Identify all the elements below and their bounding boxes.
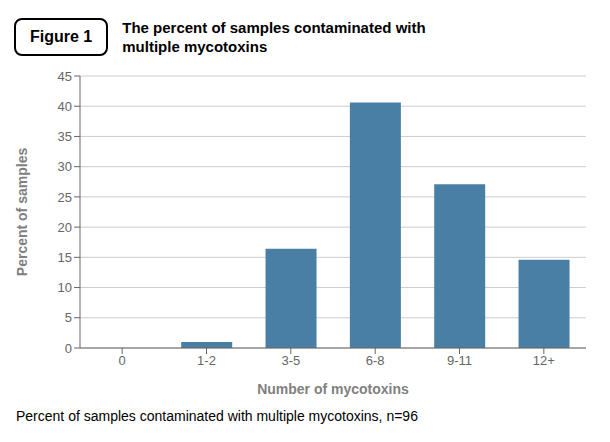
html-text:Figure 1: Figure 1 [30, 28, 93, 45]
svg-text:5: 5 [65, 310, 72, 325]
html-text:Percent of samples contaminate: Percent of samples contaminated with mul… [16, 408, 418, 424]
svg-text:40: 40 [58, 99, 72, 114]
html-text:The percent of samples contami: The percent of samples contaminated with… [122, 18, 426, 55]
svg-text:30: 30 [58, 159, 72, 174]
svg-text:9-11: 9-11 [447, 353, 472, 368]
svg-text:3-5: 3-5 [281, 353, 300, 368]
svg-text:10: 10 [58, 280, 72, 295]
svg-text:Number of mycotoxins: Number of mycotoxins [257, 381, 409, 397]
svg-text:25: 25 [58, 190, 72, 205]
svg-text:12+: 12+ [533, 353, 555, 368]
svg-text:35: 35 [58, 129, 72, 144]
svg-text:0: 0 [119, 353, 126, 368]
svg-text:45: 45 [58, 69, 72, 84]
svg-text:6-8: 6-8 [366, 353, 385, 368]
svg-text:20: 20 [58, 220, 72, 235]
svg-text:Percent of samples: Percent of samples [14, 148, 30, 277]
svg-text:15: 15 [58, 250, 72, 265]
svg-text:1-2: 1-2 [197, 353, 216, 368]
svg-text:0: 0 [65, 341, 72, 356]
